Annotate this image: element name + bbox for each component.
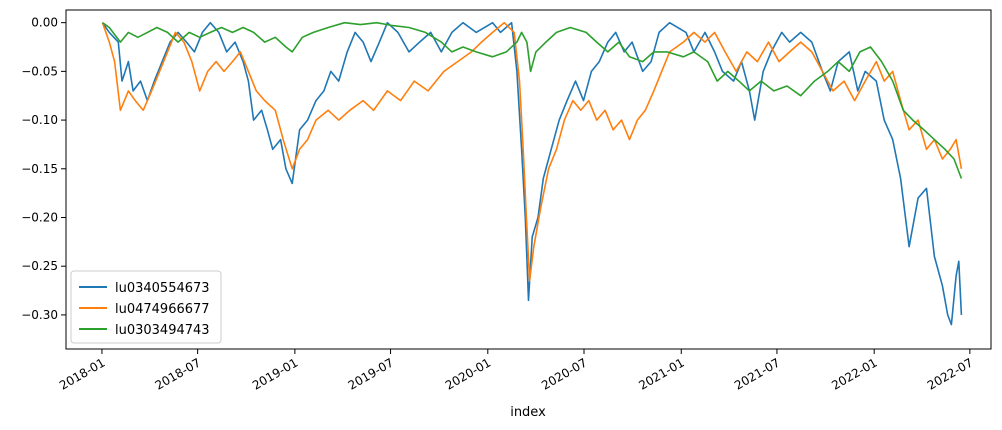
y-tick-label: −0.30: [21, 308, 58, 322]
x-tick-label: 2022-01: [829, 355, 879, 392]
x-tick-label: 2021-01: [636, 355, 686, 392]
series-line-lu0303494743: [102, 21, 963, 179]
legend-label: lu0340554673: [115, 281, 210, 296]
series-line-lu0340554673: [101, 21, 963, 326]
y-tick-label: 0.00: [31, 16, 58, 30]
x-tick-label: 2021-07: [732, 355, 782, 392]
x-tick-label: 2020-01: [443, 355, 493, 392]
y-tick-label: −0.25: [21, 259, 58, 273]
x-tick-label: 2019-07: [346, 355, 396, 392]
x-tick-label: 2019-01: [250, 355, 300, 392]
x-axis-title: index: [510, 405, 546, 420]
y-tick-label: −0.05: [21, 64, 58, 78]
legend-label: lu0303494743: [115, 323, 210, 338]
x-tick-label: 2018-01: [57, 355, 107, 392]
legend-box: [70, 270, 222, 344]
x-tick-label: 2022-07: [925, 355, 975, 392]
legend-label: lu0474966677: [115, 302, 210, 317]
y-tick-label: −0.20: [21, 210, 58, 224]
y-axis: 0.00 −0.05 −0.10 −0.15 −0.20 −0.25 −0.30: [21, 16, 66, 322]
x-tick-label: 2018-07: [153, 355, 203, 392]
y-tick-label: −0.10: [21, 113, 58, 127]
x-tick-label: 2020-07: [539, 355, 589, 392]
y-tick-label: −0.15: [21, 162, 58, 176]
plot-lines: [101, 21, 963, 326]
plot-frame: [65, 9, 992, 350]
legend: lu0340554673 lu0474966677 lu0303494743: [70, 270, 222, 344]
x-axis: 2018-01 2018-07 2019-01 2019-07 2020-01 2020-…: [57, 349, 975, 393]
